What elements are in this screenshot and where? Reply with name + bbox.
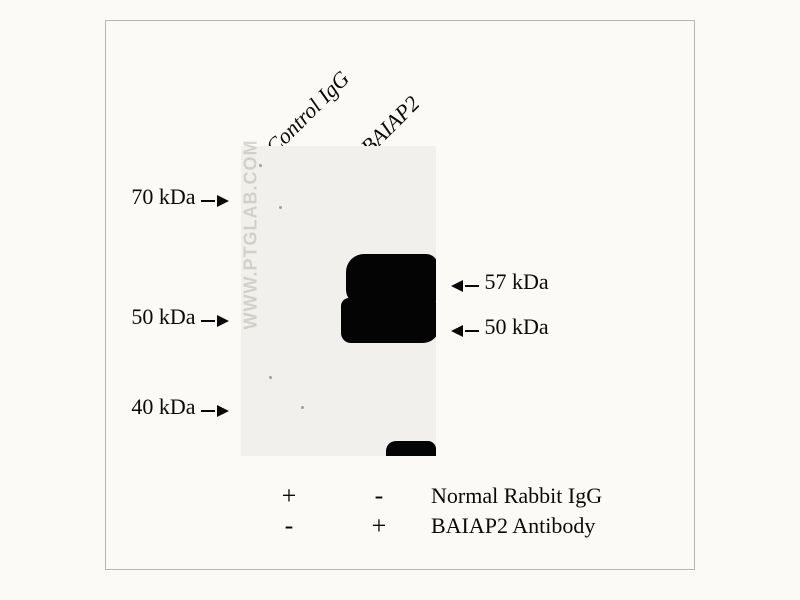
arrow-left-icon — [451, 271, 479, 297]
mw-marker-50kda-left: 50 kDa — [131, 304, 229, 332]
arrow-right-icon — [201, 396, 229, 422]
band-marker-57kda: 57 kDa — [451, 269, 549, 297]
arrow-left-icon — [451, 316, 479, 342]
mw-marker-70kda: 70 kDa — [131, 184, 229, 212]
mw-label: 50 kDa — [485, 314, 549, 339]
cond-lane1-row1: + — [274, 481, 304, 511]
arrow-right-icon — [201, 186, 229, 212]
mw-label: 50 kDa — [131, 304, 195, 329]
band-merge — [369, 284, 429, 314]
mw-label: 40 kDa — [131, 394, 195, 419]
cond-label-normal-igg: Normal Rabbit IgG — [431, 483, 602, 509]
mw-label: 57 kDa — [485, 269, 549, 294]
band-marker-50kda: 50 kDa — [451, 314, 549, 342]
watermark-text: WWW.PTGLAB.COM — [241, 140, 262, 330]
speck — [279, 206, 282, 209]
speck — [301, 406, 304, 409]
cond-lane1-row2: - — [274, 511, 304, 541]
arrow-right-icon — [201, 306, 229, 332]
speck — [269, 376, 272, 379]
mw-marker-40kda: 40 kDa — [131, 394, 229, 422]
cond-label-baiap2-ab: BAIAP2 Antibody — [431, 513, 595, 539]
band-bottom-fragment — [386, 441, 436, 456]
cond-lane2-row2: + — [364, 511, 394, 541]
blot-figure-container: Control IgG BAIAP2 WWW.PTGLAB.COM 70 kDa… — [105, 20, 695, 570]
blot-membrane — [241, 146, 436, 456]
cond-lane2-row1: - — [364, 481, 394, 511]
mw-label: 70 kDa — [131, 184, 195, 209]
